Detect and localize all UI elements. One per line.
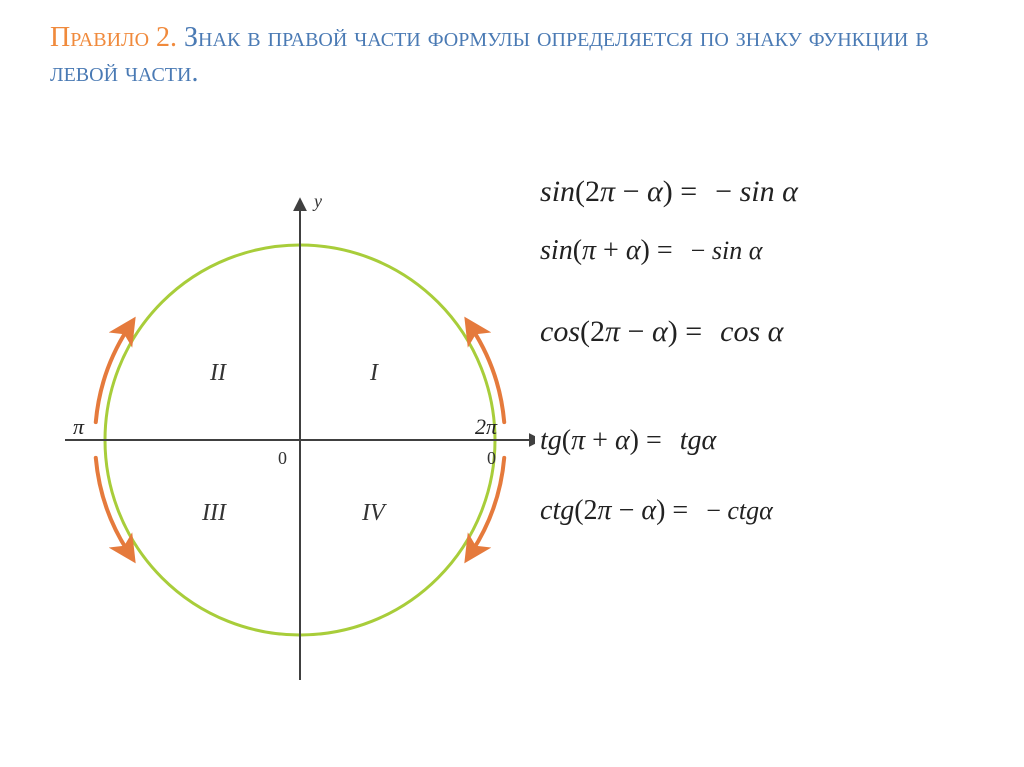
formula-lhs: tg(π + α) =	[540, 425, 662, 456]
y-axis-label: y	[312, 191, 322, 211]
arrow-q2-cw	[96, 328, 128, 422]
formula-row-3: tg(π + α) = tgα	[540, 425, 716, 457]
quadrant-II: II	[209, 360, 227, 386]
unit-circle-diagram: xy00π2πIIIIIIIV	[45, 185, 535, 685]
pi-label: π	[73, 414, 85, 439]
formula-row-4: ctg(2π − α) = − ctgα	[540, 495, 773, 527]
formula-rhs: − ctgα	[706, 496, 773, 525]
formula-row-2: cos(2π − α) = cos α	[540, 315, 783, 349]
title-main: Знак в правой части формулы определяется…	[50, 22, 929, 88]
formula-lhs: cos(2π − α) =	[540, 315, 702, 348]
two-pi-label: 2π	[475, 414, 498, 439]
arrow-q3-ccw	[96, 458, 128, 552]
formulas-block: sin(2π − α) = − sin αsin(π + α) = − sin …	[540, 175, 1004, 675]
formula-rhs: − sin α	[715, 175, 798, 208]
quadrant-IV: IV	[361, 500, 387, 526]
formula-rhs: cos α	[720, 315, 783, 348]
arrow-q1-ccw	[472, 328, 504, 422]
quadrant-I: I	[369, 360, 379, 386]
formula-rhs: tgα	[680, 425, 716, 456]
formula-row-0: sin(2π − α) = − sin α	[540, 175, 798, 209]
origin-right-zero: 0	[487, 448, 496, 468]
formula-lhs: sin(π + α) =	[540, 235, 673, 266]
formula-lhs: ctg(2π − α) =	[540, 495, 688, 526]
origin-left-zero: 0	[278, 448, 287, 468]
title-rule: Правило 2.	[50, 22, 177, 53]
quadrant-III: III	[201, 500, 227, 526]
formula-lhs: sin(2π − α) =	[540, 175, 697, 208]
arrow-q4-cw	[472, 458, 504, 552]
diagram-svg: xy00π2πIIIIIIIV	[45, 185, 535, 685]
formula-row-1: sin(π + α) = − sin α	[540, 235, 762, 267]
formula-rhs: − sin α	[691, 236, 763, 265]
slide-title: Правило 2. Знак в правой части формулы о…	[50, 20, 930, 90]
